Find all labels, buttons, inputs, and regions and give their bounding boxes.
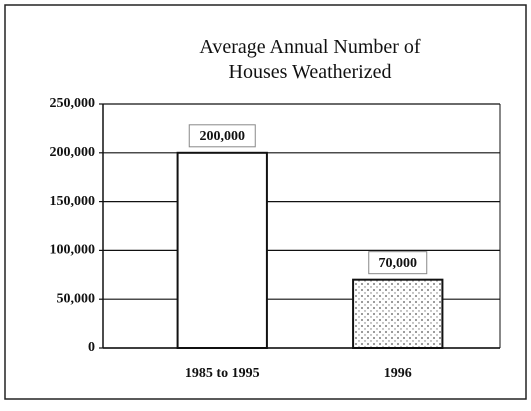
title-line: Average Annual Number of [199, 36, 421, 58]
data-label: 200,000 [200, 129, 246, 144]
x-tick-label: 1996 [384, 366, 412, 381]
data-label-box [368, 251, 428, 275]
y-tick-label: 50,000 [57, 291, 96, 306]
data-label: 70,000 [379, 256, 418, 271]
x-tick-label: 1985 to 1995 [185, 366, 260, 381]
bar [352, 278, 444, 349]
data-label-box [188, 124, 256, 148]
bar [176, 151, 268, 349]
y-tick-label: 250,000 [50, 96, 96, 111]
y-tick-label: 100,000 [50, 243, 96, 258]
y-tick-label: 0 [88, 340, 95, 355]
title-line: Houses Weatherized [229, 61, 392, 83]
chart-title: Average Annual Number of Houses Weatheriz… [199, 36, 421, 83]
y-tick-label: 150,000 [50, 194, 96, 209]
y-tick-label: 200,000 [50, 145, 96, 160]
